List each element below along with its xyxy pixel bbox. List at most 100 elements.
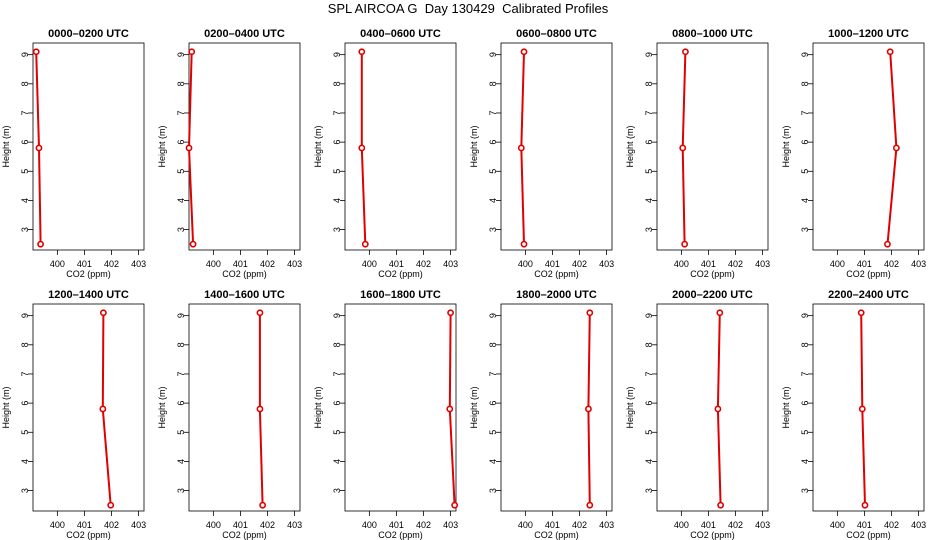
x-axis-label: CO2 (ppm) [378,530,423,540]
data-point [520,240,528,248]
x-axis-label: CO2 (ppm) [534,269,579,279]
x-axis-label: CO2 (ppm) [66,530,111,540]
y-tick-label: 4 [644,459,654,464]
x-tick-label: 401 [77,520,92,530]
data-point [107,501,115,509]
y-tick-label: 8 [488,81,498,86]
y-axis-label: Height (m) [781,386,791,428]
y-tick-label: 8 [176,342,186,347]
plot-frame [656,303,769,512]
y-axis-label: Height (m) [469,125,479,167]
y-tick-label: 4 [332,459,342,464]
y-tick-label: 5 [644,169,654,174]
data-point [361,240,369,248]
y-tick-label: 8 [800,81,810,86]
data-point [256,309,264,317]
x-tick-label: 403 [287,259,302,269]
data-point [188,48,196,56]
data-point [517,144,525,152]
data-point [861,501,869,509]
y-tick-label: 7 [332,110,342,115]
data-point [358,48,366,56]
x-tick-label: 400 [674,259,689,269]
x-axis-label: CO2 (ppm) [846,269,891,279]
y-tick-label: 3 [176,227,186,232]
x-axis-label: CO2 (ppm) [534,530,579,540]
x-tick-label: 401 [701,259,716,269]
data-point [99,405,107,413]
y-axis-label: Height (m) [781,125,791,167]
plot-frame [500,303,613,512]
y-tick-label: 3 [176,488,186,493]
y-tick-label: 3 [800,488,810,493]
x-tick-label: 401 [545,259,560,269]
y-tick-label: 9 [20,313,30,318]
x-axis-label: CO2 (ppm) [66,269,111,279]
y-tick-label: 8 [20,342,30,347]
plot-frame [32,42,145,251]
data-point [586,501,594,509]
y-tick-label: 5 [488,169,498,174]
data-point [679,144,687,152]
data-point [682,48,689,56]
chart-panel: 0200–0400 UTC 400 401 402 403 CO2 (ppm) 3 4 5 6 7 8… [157,28,302,279]
y-tick-label: 8 [332,81,342,86]
y-axis-label: Height (m) [313,125,323,167]
y-tick-label: 4 [488,198,498,203]
y-tick-label: 6 [644,401,654,406]
x-tick-label: 400 [50,259,65,269]
panel-title: 1800–2000 UTC [516,289,597,301]
data-point [37,240,44,248]
y-tick-label: 5 [488,430,498,435]
x-axis-label: CO2 (ppm) [846,530,891,540]
x-tick-label: 402 [104,520,119,530]
y-tick-label: 5 [20,430,30,435]
y-axis-label: Height (m) [157,386,167,428]
chart-panel: 0800–1000 UTC 400 401 402 403 CO2 (ppm) 3 4 5 6 7 8… [625,28,770,279]
data-point [520,48,528,56]
x-tick-label: 401 [389,520,404,530]
data-point [681,240,689,248]
y-axis-label: Height (m) [1,125,11,167]
x-tick-label: 403 [599,520,614,530]
y-tick-label: 7 [488,110,498,115]
y-tick-label: 7 [176,371,186,376]
y-tick-label: 3 [332,488,342,493]
y-tick-label: 8 [176,81,186,86]
panel-title: 0200–0400 UTC [204,28,285,40]
y-tick-label: 7 [20,371,30,376]
plot-frame [188,42,301,251]
page-title: SPL AIRCOA G Day 130429 Calibrated Profi… [327,1,609,16]
y-tick-label: 4 [644,198,654,203]
y-tick-label: 7 [800,371,810,376]
x-tick-label: 400 [830,259,845,269]
panel-title: 1000–1200 UTC [828,28,909,40]
y-tick-label: 5 [176,169,186,174]
y-tick-label: 6 [800,140,810,145]
x-tick-label: 401 [857,259,872,269]
y-tick-label: 6 [644,140,654,145]
y-tick-label: 6 [488,401,498,406]
plot-frame [656,42,769,251]
y-tick-label: 7 [332,371,342,376]
data-point [892,144,900,152]
x-tick-label: 403 [287,520,302,530]
x-tick-label: 403 [755,259,770,269]
x-tick-label: 402 [884,520,899,530]
y-tick-label: 9 [332,52,342,57]
y-tick-label: 5 [644,430,654,435]
x-tick-label: 402 [884,259,899,269]
x-tick-label: 400 [206,259,221,269]
x-tick-label: 401 [857,520,872,530]
x-tick-label: 402 [728,520,743,530]
chart-panel: 2200–2400 UTC 400 401 402 403 CO2 (ppm) 3 4 5 6 7 8… [781,289,926,540]
x-tick-label: 400 [830,520,845,530]
y-tick-label: 8 [488,342,498,347]
chart-panel: 1000–1200 UTC 400 401 402 403 CO2 (ppm) 3 4 5 6 7 8… [781,28,926,279]
x-tick-label: 400 [518,259,533,269]
x-tick-label: 403 [443,520,458,530]
plot-frame [344,42,457,251]
chart-panel: 1600–1800 UTC 400 401 402 403 CO2 (ppm) 3 4 5 6 7 8… [313,289,458,540]
y-tick-label: 5 [800,430,810,435]
data-point [99,309,107,317]
